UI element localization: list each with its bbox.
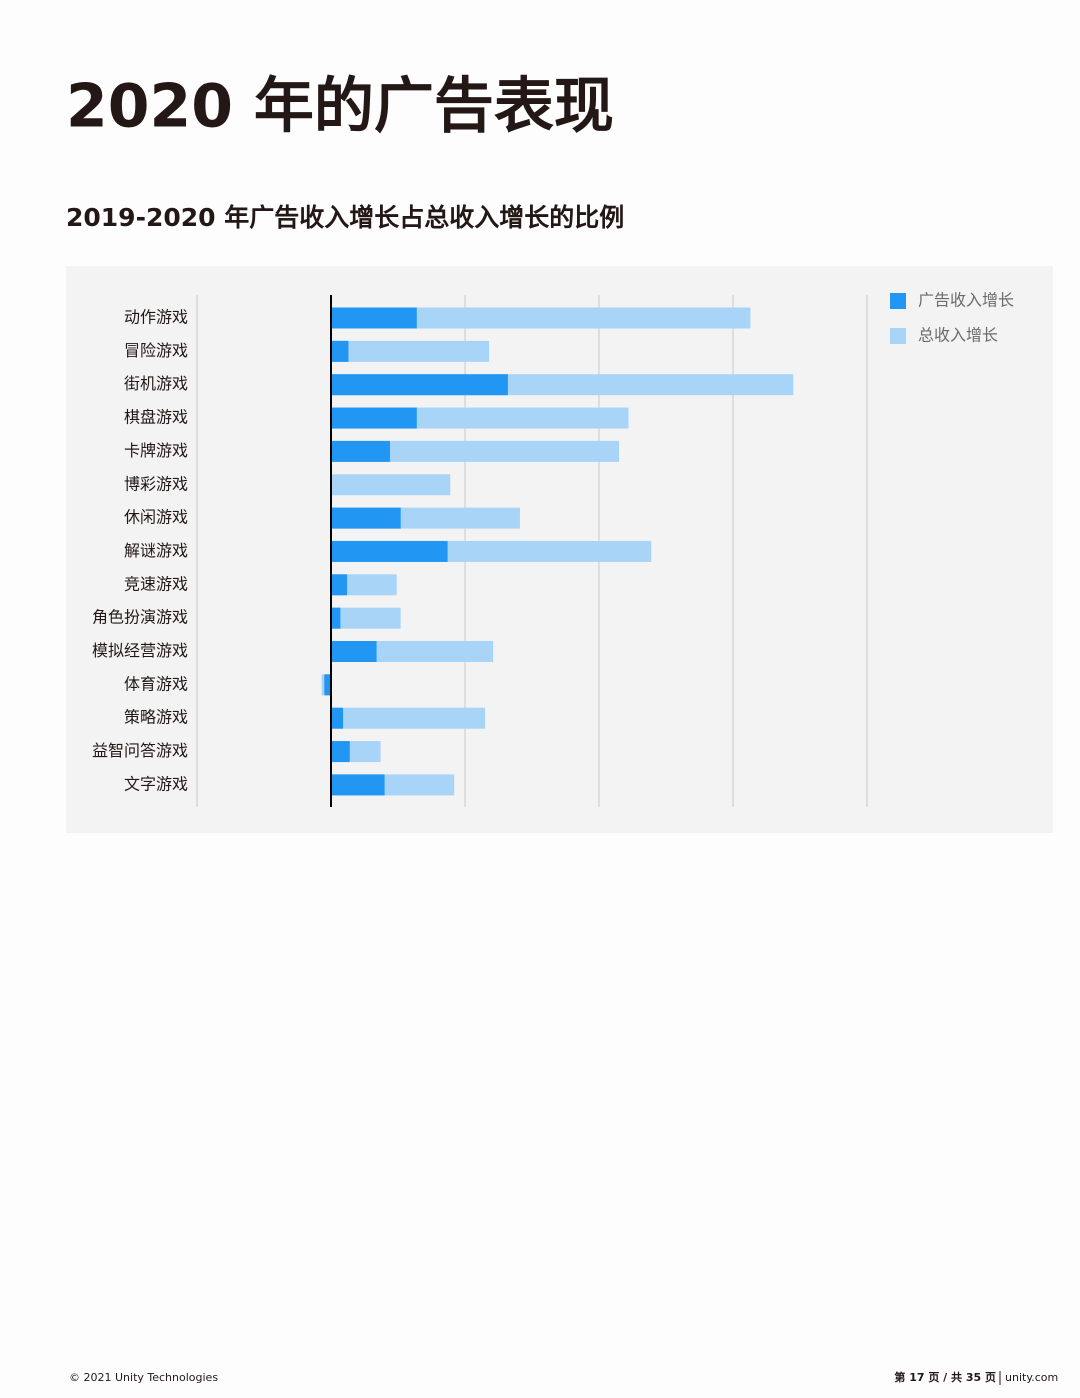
y-tick-label: 策略游戏 — [124, 708, 188, 727]
bar — [331, 474, 451, 496]
legend-label: 广告收入增长 — [918, 291, 1014, 310]
y-tick-label: 竞速游戏 — [124, 574, 188, 593]
bar — [331, 641, 377, 662]
bar — [331, 707, 486, 729]
y-tick-label: 休闲游戏 — [124, 508, 188, 527]
legend-swatch — [890, 293, 906, 309]
bar — [331, 707, 344, 729]
bar — [331, 774, 385, 796]
y-tick-label: 文字游戏 — [124, 774, 188, 793]
copyright: © 2021 Unity Technologies — [69, 1371, 218, 1384]
y-tick-label: 冒险游戏 — [124, 341, 188, 360]
bar — [331, 574, 397, 596]
bar — [331, 407, 417, 429]
page-number: 第 17 页 / 共 35 页 — [894, 1370, 996, 1384]
site: unity.com — [1005, 1371, 1058, 1384]
y-tick-label: 街机游戏 — [124, 374, 188, 393]
y-tick-label: 棋盘游戏 — [124, 408, 188, 427]
legend-swatch — [890, 328, 906, 344]
bar — [324, 674, 331, 696]
page-title: 2020 年的广告表现 — [66, 72, 614, 142]
bar — [331, 507, 401, 529]
bar — [331, 574, 348, 596]
y-tick-label: 动作游戏 — [124, 308, 188, 327]
bar — [331, 374, 508, 396]
bar — [331, 440, 620, 462]
y-tick-label: 卡牌游戏 — [124, 441, 188, 460]
bar — [331, 607, 401, 629]
bar — [331, 307, 751, 329]
y-tick-label: 角色扮演游戏 — [92, 608, 188, 627]
bar — [331, 741, 350, 763]
y-tick-label: 益智问答游戏 — [92, 741, 188, 760]
bar — [331, 607, 341, 629]
bar — [331, 340, 490, 362]
chart-title: 2019-2020 年广告收入增长占总收入增长的比例 — [66, 203, 624, 232]
bar — [331, 307, 417, 329]
y-tick-label: 解谜游戏 — [124, 541, 188, 560]
y-tick-label: 体育游戏 — [124, 674, 188, 693]
chart: 动作游戏冒险游戏街机游戏棋盘游戏卡牌游戏博彩游戏休闲游戏解谜游戏竞速游戏角色扮演… — [92, 291, 1014, 807]
y-tick-label: 博彩游戏 — [124, 474, 188, 493]
bar — [331, 440, 390, 462]
bar — [331, 540, 448, 562]
bar — [331, 340, 349, 362]
y-tick-label: 模拟经营游戏 — [92, 641, 188, 660]
legend-label: 总收入增长 — [918, 326, 998, 345]
